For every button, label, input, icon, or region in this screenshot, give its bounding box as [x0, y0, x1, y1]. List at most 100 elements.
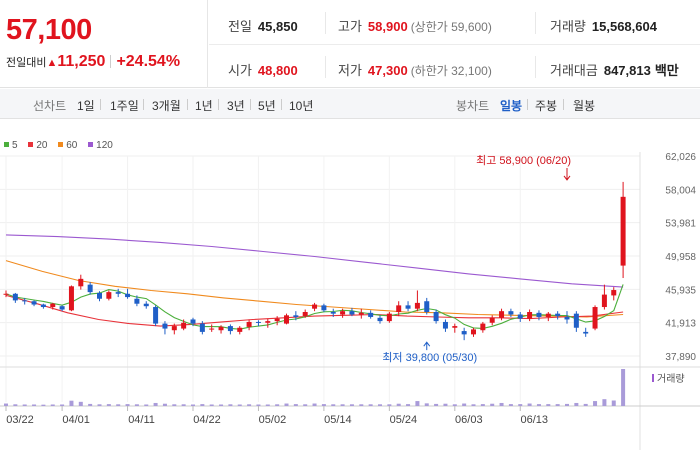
candle-body — [22, 300, 28, 302]
stat-label: 시가 — [228, 63, 252, 78]
candle-body — [340, 311, 346, 315]
candle-body — [50, 303, 56, 308]
current-price: 57,100 — [6, 14, 92, 46]
tab-weekly[interactable]: 주봉 — [535, 99, 558, 113]
volume-bar — [50, 404, 55, 406]
volume-bar — [88, 403, 93, 406]
x-tick-label: 06/03 — [455, 414, 483, 426]
change-percent: +24.54% — [116, 53, 181, 70]
volume-bar — [293, 404, 298, 406]
low-annotation: 최저 39,800 (05/30) — [382, 351, 477, 364]
volume-bar — [574, 402, 579, 406]
high-arrow-icon — [563, 168, 571, 181]
volume-bar — [172, 404, 177, 406]
volume-bar — [69, 400, 74, 406]
stat-label: 전일 — [228, 19, 252, 34]
volume-bar — [191, 404, 195, 406]
divider — [527, 99, 528, 110]
volume-bar — [265, 404, 270, 406]
stat-value: 47,300 — [367, 63, 408, 78]
stat-label: 고가 — [338, 19, 362, 34]
volume-label: 거래량 — [657, 373, 685, 385]
volume-bar — [415, 401, 420, 406]
tab-range-1y[interactable]: 1년 — [195, 99, 213, 113]
line-chart-label: 선차트 — [33, 99, 67, 113]
tab-range-5y[interactable]: 5년 — [258, 99, 276, 113]
candle-body — [284, 315, 289, 324]
tab-daily[interactable]: 일봉 — [500, 99, 523, 113]
ma-legend: 5 20 60 120 — [4, 140, 121, 151]
candle-body — [508, 311, 514, 315]
volume-bar — [4, 403, 8, 406]
tab-range-10y[interactable]: 10년 — [289, 99, 314, 113]
volume-bar — [340, 404, 345, 406]
candle-body — [573, 313, 579, 328]
candle-body — [386, 313, 392, 322]
volume-bar — [32, 404, 37, 406]
tab-range-3m[interactable]: 3개월 — [152, 99, 181, 113]
candle-body — [59, 306, 65, 310]
tab-range-1d[interactable]: 1일 — [77, 99, 95, 113]
legend-swatch — [88, 142, 94, 147]
divider — [325, 56, 326, 78]
volume-bar — [602, 399, 607, 406]
candle-body — [620, 196, 626, 266]
volume-bar — [275, 404, 280, 406]
volume-bar — [303, 404, 308, 406]
divider — [209, 44, 700, 45]
x-tick-label: 05/14 — [324, 414, 352, 426]
tab-monthly[interactable]: 월봉 — [573, 99, 596, 113]
candle-body — [265, 321, 271, 323]
price-chart[interactable]: 62,026 58,004 53,981 49,958 45,935 41,913 37,8… — [0, 152, 700, 450]
volume-bar — [13, 404, 18, 406]
candle-body — [143, 303, 149, 307]
candle-body — [153, 307, 159, 324]
volume-bar — [284, 403, 289, 406]
candle-body — [209, 328, 215, 330]
stat-low: 저가 47,300 (하한가 32,100) — [338, 60, 492, 79]
volume-bar — [387, 404, 392, 406]
candle-body — [78, 278, 84, 287]
volume-bar — [452, 404, 457, 406]
stat-value: 48,800 — [257, 63, 298, 78]
candle-body — [471, 329, 476, 335]
tab-range-3y[interactable]: 3년 — [227, 99, 245, 113]
divider — [325, 12, 326, 34]
volume-bar — [368, 404, 373, 406]
candle-body — [68, 286, 74, 311]
candle-body — [302, 311, 308, 317]
volume-bar — [97, 404, 102, 406]
candle-body — [349, 311, 355, 315]
x-tick-label: 03/22 — [6, 414, 34, 426]
tab-range-1w[interactable]: 1주일 — [110, 99, 139, 113]
volume-bar — [611, 400, 616, 406]
candle-body — [199, 323, 205, 332]
volume-bar — [331, 404, 336, 406]
candle-body — [564, 316, 570, 320]
volume-bar — [406, 404, 411, 406]
stat-value: 15,568,604 — [591, 19, 657, 34]
candle-body — [405, 305, 411, 309]
candle-body — [601, 294, 607, 308]
stat-value: 847,813 — [603, 63, 651, 78]
x-tick-label: 04/22 — [193, 414, 221, 426]
legend-ma5: 5 — [4, 140, 18, 151]
change-amount: 11,250 — [57, 53, 106, 70]
volume-bar — [116, 404, 121, 406]
y-tick-label: 53,981 — [665, 219, 696, 230]
candle-body — [162, 323, 168, 329]
candle-body — [358, 312, 364, 315]
candle-body — [611, 290, 617, 296]
candle-body — [115, 292, 121, 294]
candle-body — [106, 292, 112, 299]
candle-body — [555, 313, 561, 317]
candle-body — [517, 314, 523, 319]
candle-body — [3, 293, 9, 295]
candle-body — [246, 321, 252, 327]
volume-legend-swatch — [652, 374, 654, 382]
volume-bar — [144, 404, 149, 406]
legend-label: 60 — [66, 140, 78, 151]
volume-bar — [60, 404, 65, 406]
candle-body — [218, 326, 224, 331]
candle-body — [433, 311, 439, 322]
